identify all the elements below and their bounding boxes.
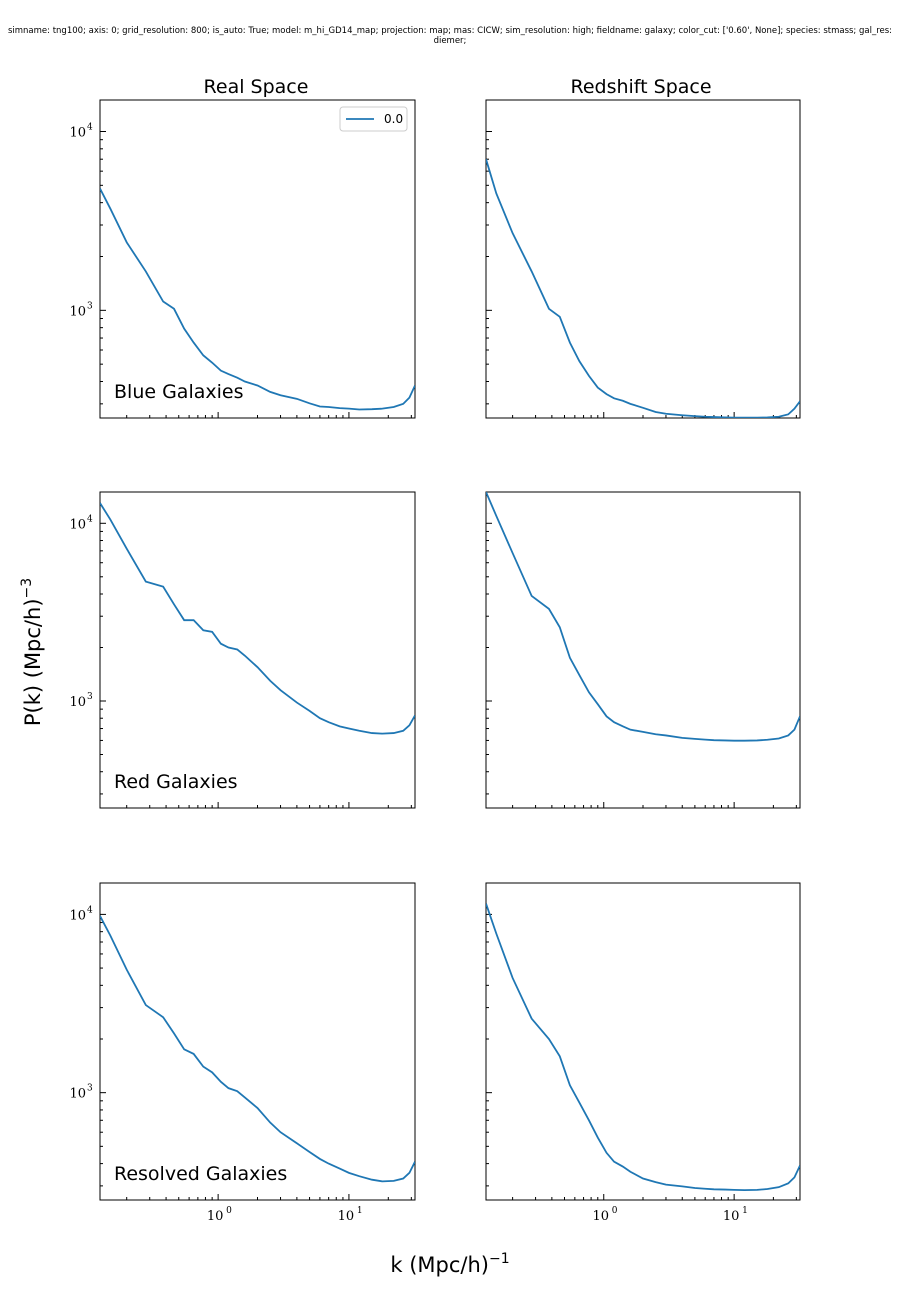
column-title-real-space: Real Space <box>204 76 309 98</box>
column-title-redshift-space: Redshift Space <box>570 76 711 98</box>
y-tick-label-exponent: 4 <box>87 905 93 915</box>
panel-label: Red Galaxies <box>114 771 238 793</box>
axes-frame <box>99 882 416 1201</box>
x-tick-label-exponent: 0 <box>226 1206 232 1216</box>
panel-0-1 <box>485 99 801 419</box>
y-tick-label-exponent: 3 <box>87 692 93 702</box>
panel-2-1: 10 0 10 1 <box>485 882 801 1224</box>
axes-frame <box>485 882 801 1201</box>
legend-label: 0.0 <box>384 112 403 126</box>
x-tick-label-exponent: 0 <box>612 1206 618 1216</box>
x-tick-label: 10 <box>592 1209 609 1224</box>
series-line-0.0 <box>486 903 800 1192</box>
series-line-0.0 <box>100 915 415 1183</box>
axes-frame <box>99 491 416 809</box>
x-tick-label-exponent: 1 <box>742 1206 748 1216</box>
axes-frame <box>99 99 416 419</box>
axes-frame <box>485 99 801 419</box>
y-tick-label-exponent: 4 <box>87 514 93 524</box>
panel-label: Blue Galaxies <box>114 381 243 403</box>
y-tick-label: 10 <box>69 1087 86 1102</box>
y-tick-label: 10 <box>69 125 86 140</box>
y-tick-label-exponent: 4 <box>87 122 93 132</box>
panel-label: Resolved Galaxies <box>114 1163 287 1185</box>
series-line-0.0 <box>100 188 415 411</box>
series-line-0.0 <box>100 502 415 735</box>
y-tick-label: 10 <box>69 517 86 532</box>
series-line-0.0 <box>486 492 800 742</box>
x-tick-label: 10 <box>207 1209 224 1224</box>
x-axis-label: k (Mpc/h)−1 <box>390 1251 509 1277</box>
y-tick-label: 10 <box>69 304 86 319</box>
x-tick-label: 10 <box>723 1209 740 1224</box>
y-axis-label: P(k) (Mpc/h)−3 <box>19 578 45 726</box>
suptitle-line-1: simname: tng100; axis: 0; grid_resolutio… <box>8 26 892 36</box>
x-tick-label: 10 <box>338 1209 355 1224</box>
y-tick-label: 10 <box>69 908 86 923</box>
panel-1-1 <box>485 491 801 809</box>
suptitle-line-2: diemer; <box>434 36 467 46</box>
y-tick-label: 10 <box>69 695 86 710</box>
series-line-0.0 <box>486 158 800 418</box>
axes-frame <box>485 491 801 809</box>
y-tick-label-exponent: 3 <box>87 301 93 311</box>
x-tick-label-exponent: 1 <box>357 1206 363 1216</box>
y-tick-label-exponent: 3 <box>87 1084 93 1094</box>
